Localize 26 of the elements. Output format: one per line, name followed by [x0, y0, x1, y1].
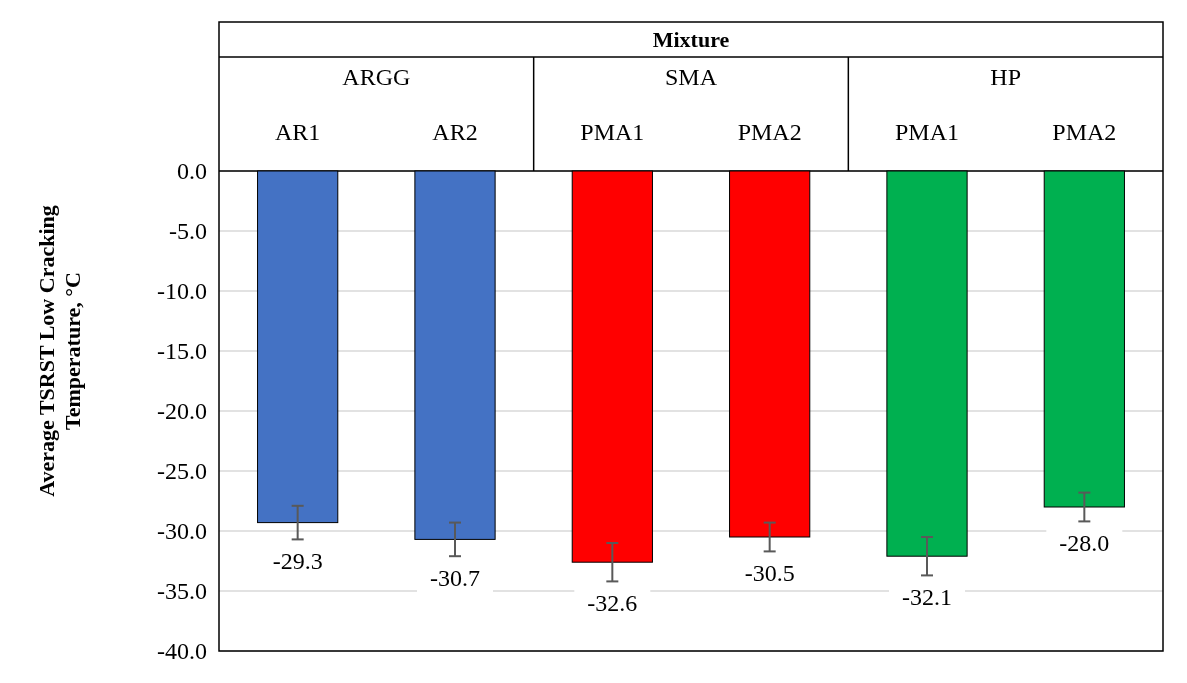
text: SMA	[664, 64, 718, 90]
x-tick-label: AR1	[274, 119, 321, 145]
y-tick-label: -15.0	[157, 338, 207, 365]
y-axis-title: Average TSRST Low Cracking Temperature, °C	[34, 205, 85, 497]
y-tick-label: -10.0	[157, 278, 207, 305]
data-label: -32.1	[902, 584, 952, 611]
text: ARGG	[342, 64, 411, 90]
y-tick-label: -25.0	[157, 458, 207, 485]
y-tick-label: -30.0	[157, 518, 207, 545]
data-label: -30.7	[430, 565, 480, 592]
x-axis-title: Mixture	[652, 27, 730, 52]
x-tick-label: PMA1	[894, 119, 960, 145]
text: HP	[990, 64, 1022, 90]
data-label: -30.5	[744, 560, 795, 587]
data-label: -32.6	[587, 590, 638, 617]
x-tick-label: AR2	[432, 119, 478, 145]
y-tick-label: -35.0	[157, 578, 207, 605]
y-tick-label: 0.0	[177, 158, 207, 185]
data-label: -28.0	[1059, 530, 1110, 557]
y-tick-label: -5.0	[169, 218, 207, 245]
y-tick-label: -20.0	[157, 398, 207, 425]
y-tick-label: -40.0	[157, 638, 207, 665]
x-tick-label: PMA2	[1052, 119, 1117, 145]
x-tick-label: PMA1	[580, 119, 645, 145]
data-label: -29.3	[272, 548, 323, 575]
x-tick-label: PMA2	[737, 119, 802, 145]
